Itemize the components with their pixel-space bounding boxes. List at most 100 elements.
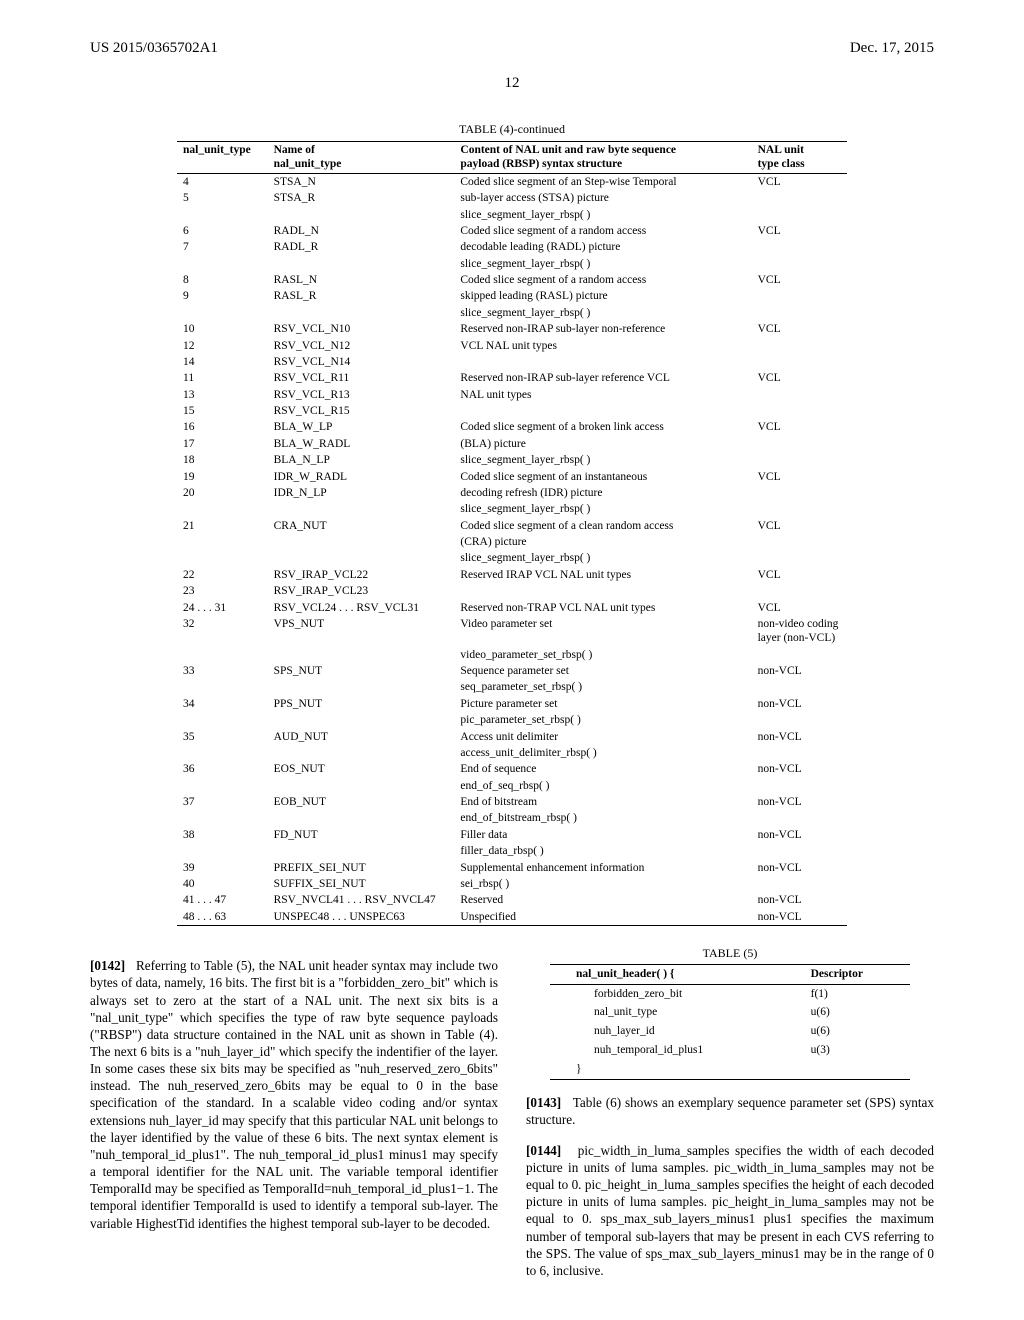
cell-desc: End of sequence — [454, 761, 751, 777]
cell-syntax: nuh_temporal_id_plus1 — [550, 1041, 805, 1060]
cell-name: RADL_R — [268, 239, 455, 255]
cell-desc: Reserved IRAP VCL NAL unit types — [454, 567, 751, 583]
cell-class: VCL — [752, 518, 847, 534]
cell-name: RSV_NVCL41 . . . RSV_NVCL47 — [268, 892, 455, 908]
para-0143: [0143] Table (6) shows an exemplary sequ… — [526, 1094, 934, 1128]
cell-id: 4 — [177, 173, 268, 190]
cell-name — [268, 843, 455, 859]
table-row: slice_segment_layer_rbsp( ) — [177, 305, 847, 321]
cell-desc: skipped leading (RASL) picture — [454, 288, 751, 304]
table-row: 14RSV_VCL_N14 — [177, 354, 847, 370]
cell-name — [268, 647, 455, 663]
para-0144: [0144] pic_width_in_luma_samples specifi… — [526, 1142, 934, 1279]
cell-name: RADL_N — [268, 223, 455, 239]
cell-class — [752, 256, 847, 272]
cell-desc: Sequence parameter set — [454, 663, 751, 679]
table-row: 48 . . . 63UNSPEC48 . . . UNSPEC63Unspec… — [177, 909, 847, 926]
cell-id: 48 . . . 63 — [177, 909, 268, 926]
cell-name — [268, 810, 455, 826]
table-row: 39PREFIX_SEI_NUTSupplemental enhancement… — [177, 860, 847, 876]
cell-desc: video_parameter_set_rbsp( ) — [454, 647, 751, 663]
cell-id: 34 — [177, 696, 268, 712]
cell-id: 16 — [177, 419, 268, 435]
cell-desc — [454, 354, 751, 370]
cell-name: SPS_NUT — [268, 663, 455, 679]
cell-id: 19 — [177, 469, 268, 485]
cell-id: 24 . . . 31 — [177, 600, 268, 616]
cell-id — [177, 843, 268, 859]
cell-id: 39 — [177, 860, 268, 876]
h-c1a: nal_unit_type — [183, 144, 251, 156]
cell-class: non-VCL — [752, 909, 847, 926]
table-row: 16BLA_W_LPCoded slice segment of a broke… — [177, 419, 847, 435]
table5-h1: nal_unit_header( ) { — [550, 964, 805, 984]
cell-desc: end_of_seq_rbsp( ) — [454, 778, 751, 794]
cell-class — [752, 338, 847, 354]
cell-id: 32 — [177, 616, 268, 647]
cell-id — [177, 207, 268, 223]
cell-id: 10 — [177, 321, 268, 337]
table-row: slice_segment_layer_rbsp( ) — [177, 501, 847, 517]
cell-id: 11 — [177, 370, 268, 386]
cell-desc: Reserved — [454, 892, 751, 908]
cell-desc: Coded slice segment of a random access — [454, 272, 751, 288]
cell-class: VCL — [752, 419, 847, 435]
cell-id: 5 — [177, 190, 268, 206]
cell-id: 12 — [177, 338, 268, 354]
cell-class — [752, 207, 847, 223]
table-row: forbidden_zero_bitf(1) — [550, 984, 910, 1003]
table-row: 5STSA_Rsub-layer access (STSA) picture — [177, 190, 847, 206]
cell-id — [177, 501, 268, 517]
table-row: 41 . . . 47RSV_NVCL41 . . . RSV_NVCL47Re… — [177, 892, 847, 908]
table-row: 18BLA_N_LPslice_segment_layer_rbsp( ) — [177, 452, 847, 468]
table5-caption: TABLE (5) — [526, 946, 934, 962]
table-row: video_parameter_set_rbsp( ) — [177, 647, 847, 663]
cell-name — [268, 534, 455, 550]
table-row: 15RSV_VCL_R15 — [177, 403, 847, 419]
cell-name: STSA_R — [268, 190, 455, 206]
table-row: 10RSV_VCL_N10Reserved non-IRAP sub-layer… — [177, 321, 847, 337]
table-row: slice_segment_layer_rbsp( ) — [177, 256, 847, 272]
cell-id: 22 — [177, 567, 268, 583]
table-row: nuh_temporal_id_plus1u(3) — [550, 1041, 910, 1060]
cell-id: 13 — [177, 387, 268, 403]
col-header-class: NAL unit type class — [752, 142, 847, 174]
cell-name: EOB_NUT — [268, 794, 455, 810]
cell-desc: VCL NAL unit types — [454, 338, 751, 354]
cell-desc: seq_parameter_set_rbsp( ) — [454, 679, 751, 695]
cell-name: BLA_W_RADL — [268, 436, 455, 452]
cell-class — [752, 452, 847, 468]
cell-desc: (CRA) picture — [454, 534, 751, 550]
table-row: (CRA) picture — [177, 534, 847, 550]
cell-class — [752, 679, 847, 695]
cell-name — [268, 501, 455, 517]
table-row: 34PPS_NUTPicture parameter setnon-VCL — [177, 696, 847, 712]
table-row: slice_segment_layer_rbsp( ) — [177, 550, 847, 566]
cell-name: RSV_VCL_N14 — [268, 354, 455, 370]
cell-class — [752, 501, 847, 517]
cell-class — [752, 876, 847, 892]
table-row: 22RSV_IRAP_VCL22Reserved IRAP VCL NAL un… — [177, 567, 847, 583]
cell-id: 37 — [177, 794, 268, 810]
cell-class: VCL — [752, 567, 847, 583]
cell-desc: end_of_bitstream_rbsp( ) — [454, 810, 751, 826]
cell-name: AUD_NUT — [268, 729, 455, 745]
cell-class: VCL — [752, 272, 847, 288]
table-row: seq_parameter_set_rbsp( ) — [177, 679, 847, 695]
cell-id: 15 — [177, 403, 268, 419]
cell-name: PPS_NUT — [268, 696, 455, 712]
page-number: 12 — [90, 75, 934, 92]
cell-desc: Coded slice segment of an instantaneous — [454, 469, 751, 485]
cell-desc: slice_segment_layer_rbsp( ) — [454, 256, 751, 272]
cell-desc: slice_segment_layer_rbsp( ) — [454, 501, 751, 517]
cell-name — [268, 207, 455, 223]
cell-name — [268, 256, 455, 272]
table-row: 9RASL_Rskipped leading (RASL) picture — [177, 288, 847, 304]
cell-desc: slice_segment_layer_rbsp( ) — [454, 452, 751, 468]
cell-desc: Coded slice segment of a broken link acc… — [454, 419, 751, 435]
cell-class — [752, 354, 847, 370]
cell-desc — [454, 403, 751, 419]
table-row: 20IDR_N_LPdecoding refresh (IDR) picture — [177, 485, 847, 501]
cell-desc: Video parameter set — [454, 616, 751, 647]
para-text-0142: Referring to Table (5), the NAL unit hea… — [90, 958, 498, 1230]
